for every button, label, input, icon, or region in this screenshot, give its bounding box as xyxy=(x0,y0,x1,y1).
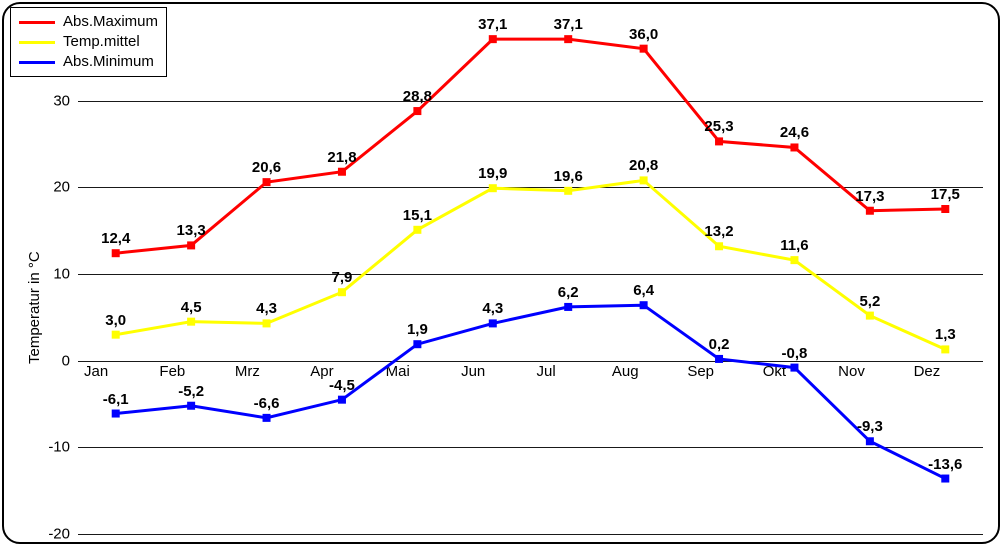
data-label: 7,9 xyxy=(332,269,353,286)
data-label: -4,5 xyxy=(329,377,355,394)
legend-label: Abs.Minimum xyxy=(63,52,154,72)
data-label: 4,3 xyxy=(256,300,277,317)
series-marker xyxy=(187,241,195,249)
series-line xyxy=(116,305,946,478)
data-label: 19,9 xyxy=(478,165,507,182)
data-label: 17,5 xyxy=(931,186,960,203)
series-marker xyxy=(715,242,723,250)
data-label: 3,0 xyxy=(105,312,126,329)
data-label: 20,8 xyxy=(629,157,658,174)
series-marker xyxy=(112,410,120,418)
series-marker xyxy=(413,107,421,115)
data-label: 13,2 xyxy=(704,223,733,240)
legend-label: Temp.mittel xyxy=(63,32,140,52)
legend-item: Abs.Maximum xyxy=(19,12,158,32)
series-marker xyxy=(941,205,949,213)
legend-swatch xyxy=(19,41,55,44)
series-marker xyxy=(338,396,346,404)
y-tick-label: -10 xyxy=(48,439,78,456)
series-marker xyxy=(413,226,421,234)
series-marker xyxy=(715,355,723,363)
series-marker xyxy=(941,475,949,483)
series-marker xyxy=(640,301,648,309)
chart-lines-svg xyxy=(78,14,983,534)
series-marker xyxy=(866,207,874,215)
data-label: 19,6 xyxy=(554,168,583,185)
data-label: 37,1 xyxy=(478,16,507,33)
series-marker xyxy=(941,345,949,353)
data-label: 24,6 xyxy=(780,124,809,141)
series-marker xyxy=(564,187,572,195)
legend-swatch xyxy=(19,61,55,64)
legend-item: Abs.Minimum xyxy=(19,52,158,72)
series-marker xyxy=(564,303,572,311)
series-marker xyxy=(564,35,572,43)
series-marker xyxy=(263,178,271,186)
data-label: -6,1 xyxy=(103,391,129,408)
data-label: -0,8 xyxy=(782,345,808,362)
data-label: 0,2 xyxy=(709,336,730,353)
y-tick-label: -20 xyxy=(48,526,78,543)
data-label: 17,3 xyxy=(855,188,884,205)
series-marker xyxy=(338,168,346,176)
gridline xyxy=(78,534,983,535)
data-label: -9,3 xyxy=(857,418,883,435)
series-marker xyxy=(112,249,120,257)
series-marker xyxy=(263,319,271,327)
series-marker xyxy=(790,256,798,264)
series-marker xyxy=(866,437,874,445)
series-marker xyxy=(640,176,648,184)
legend-swatch xyxy=(19,21,55,24)
data-label: 37,1 xyxy=(554,16,583,33)
series-marker xyxy=(112,331,120,339)
data-label: 25,3 xyxy=(704,118,733,135)
data-label: 6,2 xyxy=(558,284,579,301)
plot-area: -20-100102030JanFebMrzAprMaiJunJulAugSep… xyxy=(78,14,983,534)
legend: Abs.MaximumTemp.mittelAbs.Minimum xyxy=(10,7,167,77)
data-label: 36,0 xyxy=(629,26,658,43)
series-marker xyxy=(489,184,497,192)
series-marker xyxy=(489,35,497,43)
data-label: -13,6 xyxy=(928,456,962,473)
y-tick-label: 10 xyxy=(53,266,78,283)
data-label: 28,8 xyxy=(403,88,432,105)
data-label: 21,8 xyxy=(327,149,356,166)
series-marker xyxy=(187,318,195,326)
data-label: 11,6 xyxy=(780,237,808,254)
series-marker xyxy=(413,340,421,348)
data-label: 1,3 xyxy=(935,326,956,343)
data-label: 6,4 xyxy=(633,282,654,299)
y-tick-label: 0 xyxy=(62,352,78,369)
data-label: -5,2 xyxy=(178,383,204,400)
data-label: 4,3 xyxy=(482,300,503,317)
series-marker xyxy=(715,137,723,145)
data-label: -6,6 xyxy=(254,395,280,412)
series-line xyxy=(116,39,946,253)
y-tick-label: 30 xyxy=(53,92,78,109)
series-marker xyxy=(338,288,346,296)
y-tick-label: 20 xyxy=(53,179,78,196)
data-label: 13,3 xyxy=(177,222,206,239)
data-label: 15,1 xyxy=(403,207,432,224)
legend-item: Temp.mittel xyxy=(19,32,158,52)
chart-frame: Temperatur in °C -20-100102030JanFebMrzA… xyxy=(2,2,1000,544)
data-label: 12,4 xyxy=(101,230,130,247)
series-marker xyxy=(263,414,271,422)
data-label: 20,6 xyxy=(252,159,281,176)
data-label: 5,2 xyxy=(859,293,880,310)
legend-label: Abs.Maximum xyxy=(63,12,158,32)
series-marker xyxy=(866,312,874,320)
series-marker xyxy=(640,45,648,53)
series-marker xyxy=(790,364,798,372)
data-label: 1,9 xyxy=(407,321,428,338)
series-marker xyxy=(187,402,195,410)
series-marker xyxy=(790,143,798,151)
y-axis-title: Temperatur in °C xyxy=(26,251,43,364)
data-label: 4,5 xyxy=(181,299,202,316)
series-marker xyxy=(489,319,497,327)
